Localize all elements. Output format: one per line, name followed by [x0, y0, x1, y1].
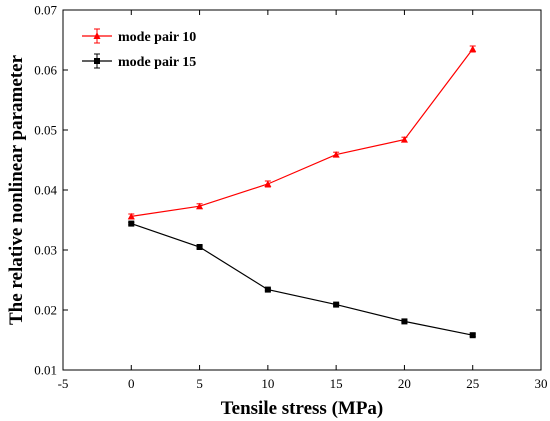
y-tick-label: 0.01 [34, 363, 57, 378]
data-point [469, 332, 476, 339]
data-point [127, 212, 135, 220]
x-tick-label: 5 [196, 376, 203, 391]
series-mode-pair-10 [127, 45, 477, 220]
data-point [264, 180, 272, 187]
x-axis: -5 0 5 10 15 20 25 30 [58, 10, 548, 391]
legend-marker-square-icon [94, 58, 100, 64]
series-layer [127, 45, 477, 339]
y-tick-label: 0.07 [34, 3, 57, 18]
series-line [131, 48, 474, 217]
legend: mode pair 10 mode pair 15 [82, 28, 196, 70]
legend-entry-mode-pair-10: mode pair 10 [82, 28, 196, 45]
y-tick-label: 0.02 [34, 303, 57, 318]
data-point [128, 220, 135, 227]
data-point [333, 301, 340, 308]
legend-marker-triangle-icon [93, 32, 101, 39]
data-point [401, 318, 408, 325]
data-point [196, 202, 204, 210]
y-axis-title: The relative nonlinear parameter [6, 54, 27, 325]
x-tick-label: -5 [58, 376, 69, 391]
x-tick-label: 15 [330, 376, 343, 391]
data-point [264, 286, 271, 293]
x-tick-label: 0 [128, 376, 135, 391]
data-point [469, 45, 477, 52]
data-point [196, 244, 203, 250]
series-line [131, 223, 473, 336]
y-tick-label: 0.05 [34, 123, 57, 138]
data-point [332, 151, 340, 158]
legend-entry-mode-pair-15: mode pair 15 [82, 53, 196, 70]
y-tick-label: 0.04 [34, 183, 57, 198]
x-axis-title: Tensile stress (MPa) [221, 398, 384, 419]
series-mode-pair-15 [128, 220, 476, 339]
x-tick-label: 10 [261, 376, 274, 391]
y-tick-label: 0.03 [34, 243, 57, 258]
y-axis: 0.01 0.02 0.03 0.04 0.05 0.06 0.07 [34, 3, 541, 378]
x-tick-label: 30 [535, 376, 548, 391]
data-point [400, 136, 408, 143]
y-tick-label: 0.06 [34, 63, 57, 78]
legend-label-mode-pair-10: mode pair 10 [118, 30, 196, 45]
legend-label-mode-pair-15: mode pair 15 [118, 55, 196, 70]
x-tick-label: 25 [466, 376, 479, 391]
x-tick-label: 20 [398, 376, 411, 391]
